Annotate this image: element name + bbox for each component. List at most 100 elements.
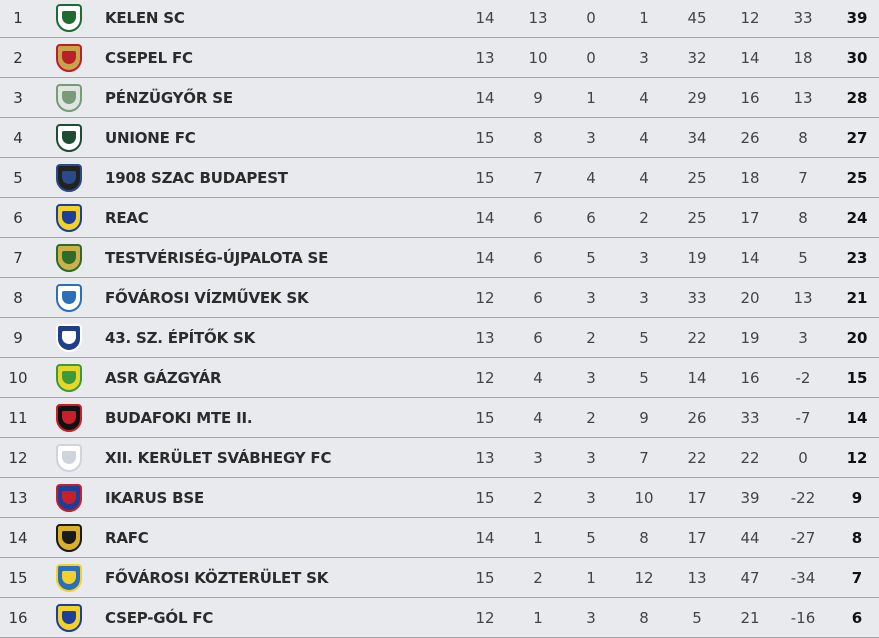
team-name[interactable]: 1908 SZAC BUDAPEST xyxy=(105,169,288,187)
table-row[interactable]: 3 PÉNZÜGYŐR SE 14 9 1 4 29 16 13 28 xyxy=(0,78,879,118)
rank: 1 xyxy=(13,9,23,27)
gd-cell: 3 xyxy=(798,329,808,347)
team-name[interactable]: REAC xyxy=(105,209,149,227)
rank: 10 xyxy=(8,369,28,387)
points-cell: 12 xyxy=(846,449,868,467)
rank: 16 xyxy=(8,609,28,627)
lost-cell: 5 xyxy=(639,369,649,387)
gd-cell: 5 xyxy=(798,249,808,267)
table-row[interactable]: 12 XII. KERÜLET SVÁBHEGY FC 13 3 3 7 22 22 0 12 xyxy=(0,438,879,478)
drawn-cell: 3 xyxy=(586,449,596,467)
team-name[interactable]: CSEP-GÓL FC xyxy=(105,609,214,627)
points-cell: 9 xyxy=(851,489,863,507)
won-cell: 6 xyxy=(533,329,543,347)
rank: 13 xyxy=(8,489,28,507)
gf-cell: 22 xyxy=(687,329,707,347)
table-row[interactable]: 10 ASR GÁZGYÁR 12 4 3 5 14 16 -2 15 xyxy=(0,358,879,398)
table-row[interactable]: 15 FŐVÁROSI KÖZTERÜLET SK 15 2 1 12 13 47 -34 7 xyxy=(0,558,879,598)
played-cell: 14 xyxy=(475,249,495,267)
team-name[interactable]: XII. KERÜLET SVÁBHEGY FC xyxy=(105,449,332,467)
drawn-cell: 0 xyxy=(586,49,596,67)
team-name[interactable]: FŐVÁROSI KÖZTERÜLET SK xyxy=(105,569,329,587)
rank: 4 xyxy=(13,129,23,147)
table-row[interactable]: 9 43. SZ. ÉPÍTŐK SK 13 6 2 5 22 19 3 20 xyxy=(0,318,879,358)
team-logo-icon xyxy=(56,124,82,152)
team-name[interactable]: PÉNZÜGYŐR SE xyxy=(105,89,233,107)
gd-cell: -27 xyxy=(790,529,816,547)
team-name[interactable]: FŐVÁROSI VÍZMŰVEK SK xyxy=(105,289,309,307)
team-logo-icon xyxy=(56,44,82,72)
ga-cell: 17 xyxy=(740,209,760,227)
team-name[interactable]: BUDAFOKI MTE II. xyxy=(105,409,253,427)
team-name[interactable]: ASR GÁZGYÁR xyxy=(105,369,222,387)
lost-cell: 3 xyxy=(639,249,649,267)
rank: 14 xyxy=(8,529,28,547)
won-cell: 6 xyxy=(533,249,543,267)
table-row[interactable]: 7 TESTVÉRISÉG-ÚJPALOTA SE 14 6 5 3 19 14 5 23 xyxy=(0,238,879,278)
ga-cell: 14 xyxy=(740,249,760,267)
rank: 8 xyxy=(13,289,23,307)
ga-cell: 12 xyxy=(740,9,760,27)
table-row[interactable]: 11 BUDAFOKI MTE II. 15 4 2 9 26 33 -7 14 xyxy=(0,398,879,438)
table-row[interactable]: 8 FŐVÁROSI VÍZMŰVEK SK 12 6 3 3 33 20 13 21 xyxy=(0,278,879,318)
won-cell: 2 xyxy=(533,569,543,587)
ga-cell: 26 xyxy=(740,129,760,147)
points-cell: 15 xyxy=(846,369,868,387)
table-row[interactable]: 4 UNIONE FC 15 8 3 4 34 26 8 27 xyxy=(0,118,879,158)
team-name[interactable]: RAFC xyxy=(105,529,149,547)
table-row[interactable]: 5 1908 SZAC BUDAPEST 15 7 4 4 25 18 7 25 xyxy=(0,158,879,198)
points-cell: 39 xyxy=(846,9,868,27)
table-row[interactable]: 1 KELEN SC 14 13 0 1 45 12 33 39 xyxy=(0,0,879,38)
lost-cell: 8 xyxy=(639,529,649,547)
team-name[interactable]: KELEN SC xyxy=(105,9,185,27)
gf-cell: 19 xyxy=(687,249,707,267)
points-cell: 25 xyxy=(846,169,868,187)
team-logo-icon xyxy=(56,84,82,112)
points-cell: 30 xyxy=(846,49,868,67)
played-cell: 15 xyxy=(475,489,495,507)
ga-cell: 21 xyxy=(740,609,760,627)
team-logo-icon xyxy=(56,524,82,552)
gd-cell: 8 xyxy=(798,209,808,227)
played-cell: 15 xyxy=(475,409,495,427)
won-cell: 1 xyxy=(533,609,543,627)
table-row[interactable]: 6 REAC 14 6 6 2 25 17 8 24 xyxy=(0,198,879,238)
rank: 7 xyxy=(13,249,23,267)
ga-cell: 44 xyxy=(740,529,760,547)
team-name[interactable]: IKARUS BSE xyxy=(105,489,205,507)
ga-cell: 16 xyxy=(740,369,760,387)
won-cell: 4 xyxy=(533,409,543,427)
drawn-cell: 6 xyxy=(586,209,596,227)
gd-cell: 13 xyxy=(793,289,813,307)
team-logo-icon xyxy=(56,564,82,592)
gf-cell: 14 xyxy=(687,369,707,387)
team-name[interactable]: TESTVÉRISÉG-ÚJPALOTA SE xyxy=(105,249,329,267)
gf-cell: 45 xyxy=(687,9,707,27)
played-cell: 14 xyxy=(475,529,495,547)
drawn-cell: 3 xyxy=(586,489,596,507)
table-row[interactable]: 16 CSEP-GÓL FC 12 1 3 8 5 21 -16 6 xyxy=(0,598,879,638)
gf-cell: 32 xyxy=(687,49,707,67)
gd-cell: 8 xyxy=(798,129,808,147)
ga-cell: 14 xyxy=(740,49,760,67)
team-name[interactable]: CSEPEL FC xyxy=(105,49,193,67)
points-cell: 14 xyxy=(846,409,868,427)
gf-cell: 25 xyxy=(687,169,707,187)
rank: 6 xyxy=(13,209,23,227)
table-row[interactable]: 13 IKARUS BSE 15 2 3 10 17 39 -22 9 xyxy=(0,478,879,518)
team-name[interactable]: 43. SZ. ÉPÍTŐK SK xyxy=(105,329,256,347)
rank: 15 xyxy=(8,569,28,587)
ga-cell: 20 xyxy=(740,289,760,307)
team-name[interactable]: UNIONE FC xyxy=(105,129,196,147)
ga-cell: 22 xyxy=(740,449,760,467)
table-row[interactable]: 2 CSEPEL FC 13 10 0 3 32 14 18 30 xyxy=(0,38,879,78)
won-cell: 6 xyxy=(533,209,543,227)
table-row[interactable]: 14 RAFC 14 1 5 8 17 44 -27 8 xyxy=(0,518,879,558)
drawn-cell: 0 xyxy=(586,9,596,27)
won-cell: 4 xyxy=(533,369,543,387)
gf-cell: 17 xyxy=(687,529,707,547)
team-logo-icon xyxy=(56,284,82,312)
team-logo-icon xyxy=(56,444,82,472)
drawn-cell: 3 xyxy=(586,289,596,307)
points-cell: 7 xyxy=(851,569,863,587)
